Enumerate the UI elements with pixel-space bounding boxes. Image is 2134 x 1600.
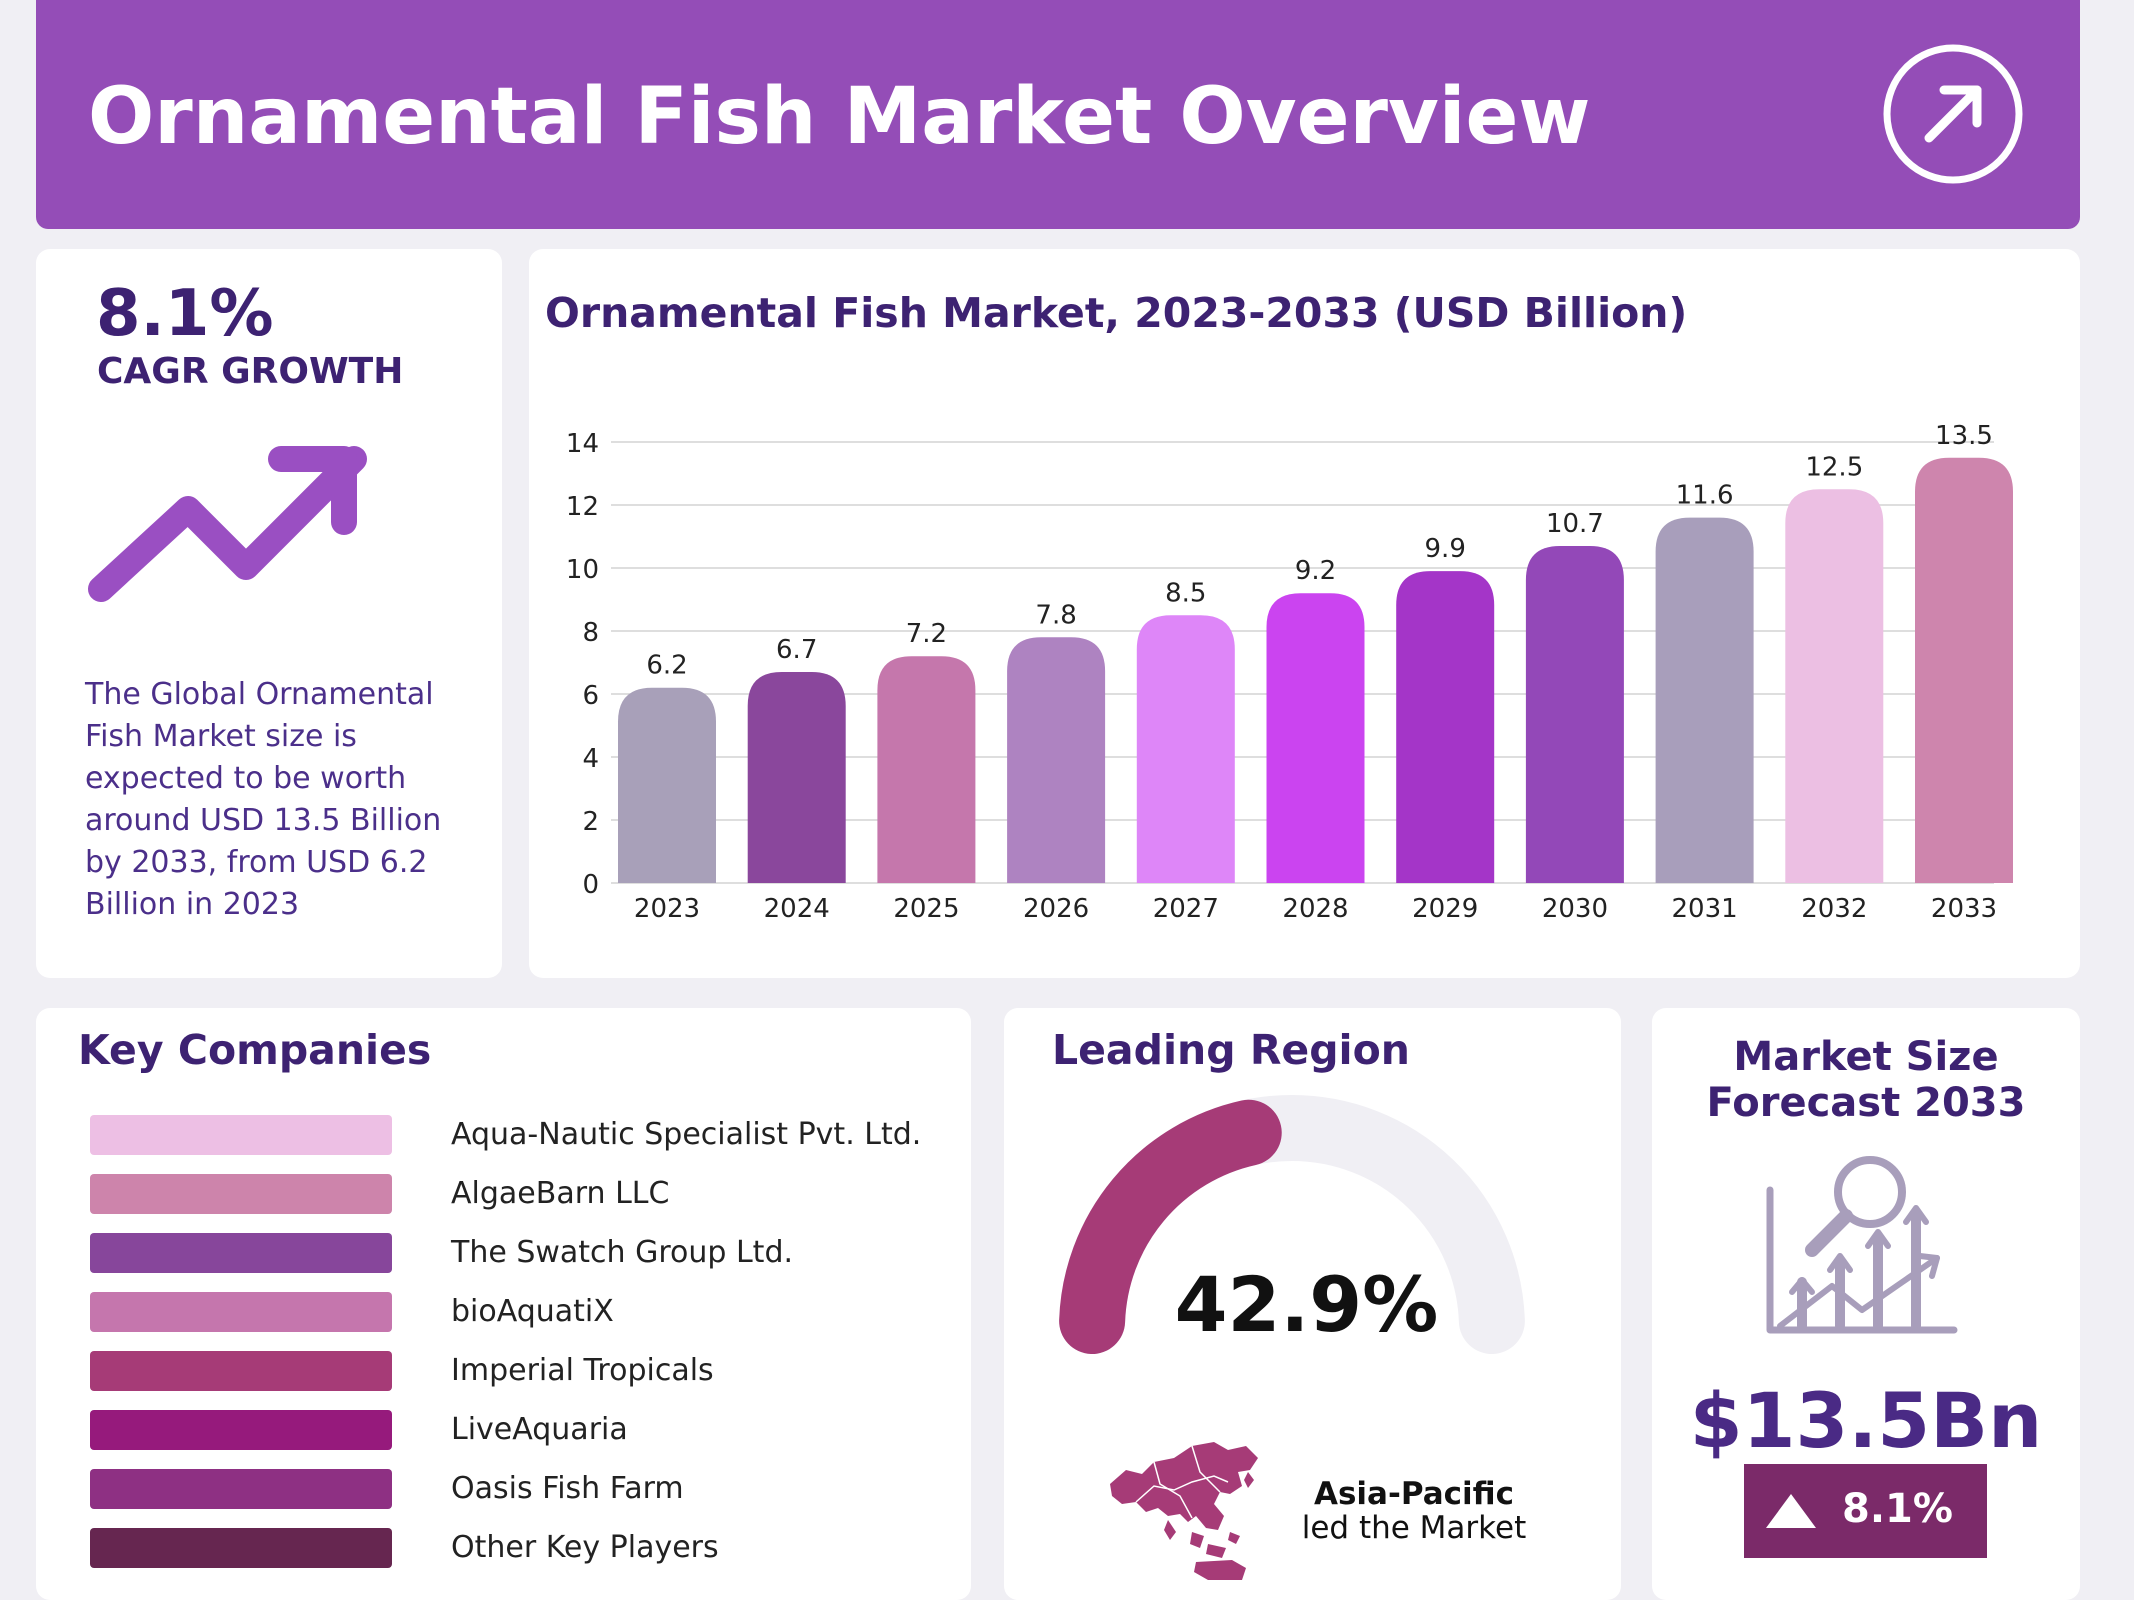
region-subtitle: led the Market [1301,1510,1527,1546]
key-companies-card: Key Companies Aqua-Nautic Specialist Pvt… [36,1008,971,1600]
company-name: Oasis Fish Farm [451,1471,684,1506]
cagr-value: 8.1% [96,277,274,351]
y-tick-label: 4 [582,744,599,774]
x-tick-label: 2024 [764,894,830,924]
bar [747,671,846,883]
y-tick-label: 12 [566,492,599,522]
company-color-swatch [90,1233,392,1273]
bar [877,656,976,883]
market-size-title-line2: Forecast 2033 [1706,1080,2026,1126]
company-color-swatch [90,1410,392,1450]
list-item: Oasis Fish Farm [90,1468,930,1510]
company-name: The Swatch Group Ltd. [451,1235,794,1270]
cagr-description: The Global Ornamental Fish Market size i… [85,677,442,922]
x-tick-label: 2028 [1282,894,1348,924]
bar [1136,615,1235,883]
list-item: Imperial Tropicals [90,1350,930,1392]
list-item: The Swatch Group Ltd. [90,1232,930,1274]
x-tick-label: 2026 [1023,894,1089,924]
gauge-fill [1059,1099,1282,1355]
x-tick-label: 2030 [1542,894,1608,924]
chart-card: 0 2 4 6 8 10 12 14 6.2 2023 6.7 2024 7.2 2025 7.8 2026 8… [529,249,2080,978]
company-color-swatch [90,1469,392,1509]
company-color-swatch [90,1351,392,1391]
company-color-swatch [90,1528,392,1568]
bar [1915,457,2013,883]
list-item: AlgaeBarn LLC [90,1173,930,1215]
x-tick-label: 2033 [1931,894,1997,924]
list-item: bioAquatiX [90,1291,930,1333]
x-tick-label: 2032 [1801,894,1867,924]
list-item: Aqua-Nautic Specialist Pvt. Ltd. [90,1114,930,1156]
growth-analysis-icon [1766,1156,1958,1334]
chart-title: Ornamental Fish Market, 2023-2033 (USD B… [545,289,1688,337]
y-tick-label: 8 [582,618,599,648]
asia-pacific-map-icon [1110,1442,1258,1580]
list-item: LiveAquaria [90,1409,930,1451]
data-label: 7.8 [1035,600,1076,630]
growth-badge: 8.1% [1744,1464,1987,1558]
region-name: Asia-Pacific [1313,1476,1515,1512]
trend-up-arrow-icon [88,446,367,602]
leading-region-title: Leading Region [1052,1026,1410,1074]
company-name: Other Key Players [451,1530,719,1565]
bar [1525,545,1624,883]
bar [1785,489,1884,883]
market-size-title: Market Size Forecast 2033 [1652,1034,2080,1126]
cagr-label: CAGR GROWTH [97,351,404,392]
market-size-title-line1: Market Size [1733,1034,1999,1080]
company-color-swatch [90,1115,392,1155]
y-tick-label: 0 [582,870,599,900]
growth-badge-value: 8.1% [1842,1486,1953,1532]
bar [1266,593,1365,883]
triangle-up-icon [1766,1494,1816,1528]
data-label: 12.5 [1805,452,1863,482]
bar [1396,571,1495,883]
key-companies-title: Key Companies [78,1026,432,1074]
region-share-value: 42.9% [1174,1260,1439,1349]
y-tick-label: 10 [566,555,599,585]
market-size-value: $13.5Bn [1689,1376,2043,1465]
company-name: Imperial Tropicals [451,1353,714,1388]
market-size-card: Market Size Forecast 2033 $13.5Bn 8.1% [1652,1008,2080,1600]
y-tick-label: 14 [566,429,599,459]
company-color-swatch [90,1292,392,1332]
data-label: 13.5 [1935,421,1993,451]
data-label: 6.7 [776,635,817,665]
bar [1007,637,1106,883]
data-label: 9.2 [1295,556,1336,586]
company-color-swatch [90,1174,392,1214]
data-label: 7.2 [906,619,947,649]
bar-chart: 0 2 4 6 8 10 12 14 6.2 2023 6.7 2024 7.2 2025 7.8 2026 8… [566,421,2013,924]
header-banner: Ornamental Fish Market Overview [36,0,2080,229]
data-label: 11.6 [1676,481,1734,511]
x-tick-label: 2025 [893,894,959,924]
data-label: 8.5 [1165,578,1206,608]
data-label: 9.9 [1425,534,1466,564]
y-tick-label: 2 [582,807,599,837]
page-title: Ornamental Fish Market Overview [88,72,1591,162]
cagr-card: 8.1% CAGR GROWTH The Global Ornamental F… [36,249,502,978]
region-share-gauge [1059,1095,1525,1355]
leading-region-card: Leading Region 42.9% Asia-Pacific led th… [1004,1008,1621,1600]
bar [1655,517,1754,883]
company-name: Aqua-Nautic Specialist Pvt. Ltd. [451,1117,922,1152]
company-name: LiveAquaria [451,1412,628,1447]
list-item: Other Key Players [90,1527,930,1569]
data-label: 6.2 [646,651,687,681]
y-tick-label: 6 [582,681,599,711]
x-tick-label: 2029 [1412,894,1478,924]
data-label: 10.7 [1546,509,1604,539]
x-tick-label: 2031 [1672,894,1738,924]
x-tick-label: 2023 [634,894,700,924]
company-name: bioAquatiX [451,1294,614,1329]
bar [618,687,716,883]
x-tick-label: 2027 [1153,894,1219,924]
arrow-up-right-circle-icon [1883,44,2023,184]
company-name: AlgaeBarn LLC [451,1176,670,1211]
